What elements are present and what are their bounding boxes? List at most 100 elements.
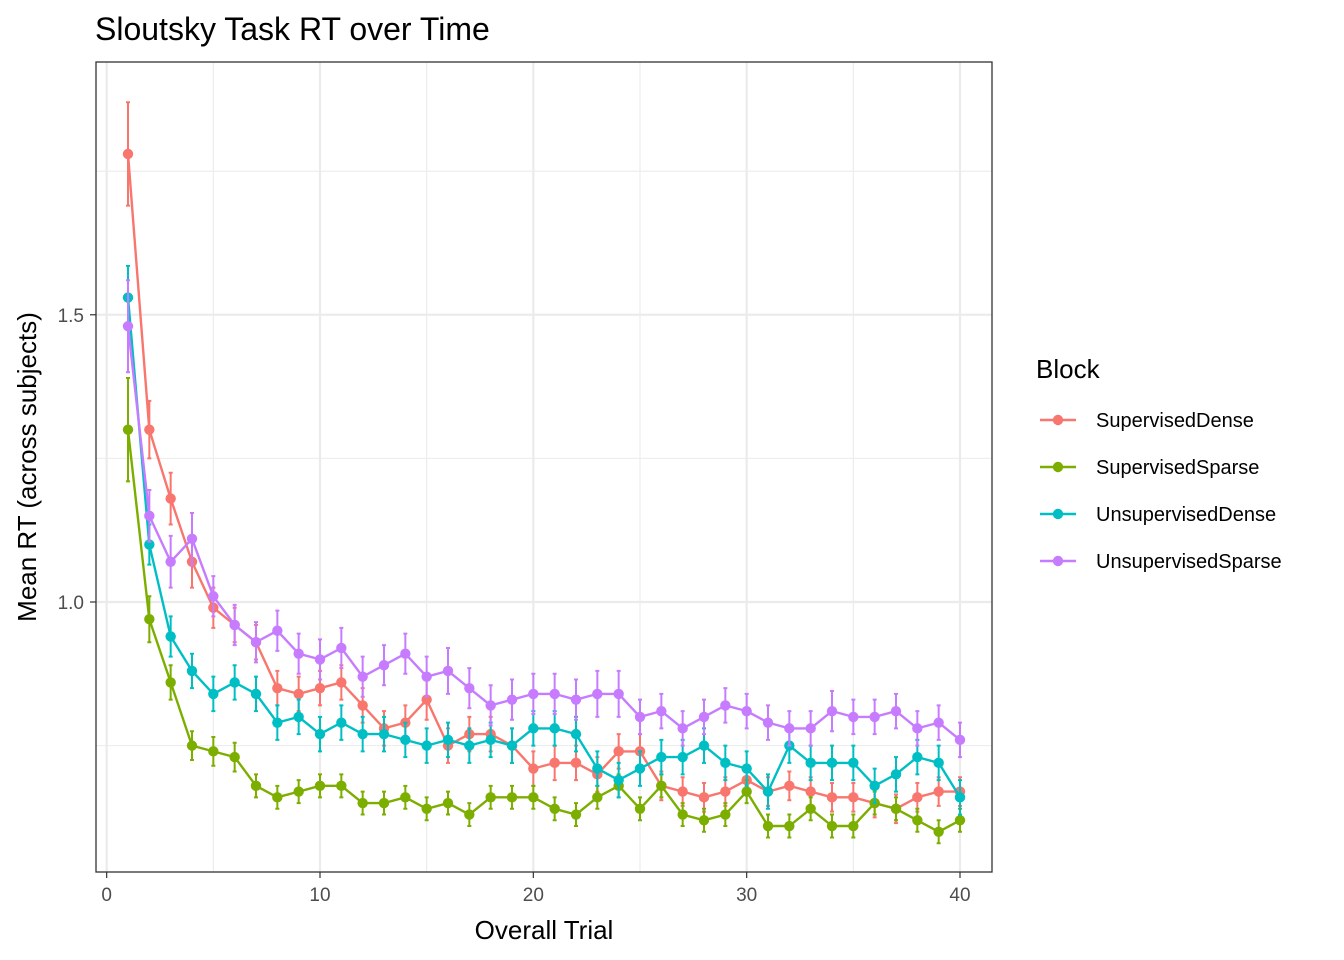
data-point <box>272 625 283 636</box>
data-point <box>954 734 966 746</box>
panel-border <box>95 61 993 873</box>
data-point <box>592 792 603 803</box>
data-point <box>848 757 859 769</box>
data-point <box>400 734 411 746</box>
data-point <box>485 700 496 711</box>
data-point <box>314 780 326 792</box>
data-point <box>592 688 603 700</box>
data-point <box>698 711 710 723</box>
data-point <box>421 740 432 751</box>
data-point <box>378 659 390 671</box>
data-point <box>506 740 518 751</box>
data-point <box>762 717 774 728</box>
data-point <box>357 671 368 682</box>
data-point <box>741 705 752 717</box>
data-point <box>357 728 368 740</box>
data-point <box>592 763 603 774</box>
series-line <box>126 153 960 810</box>
data-point <box>421 803 432 815</box>
chart-title: Sloutsky Task RT over Time <box>95 11 490 47</box>
data-point <box>144 614 155 625</box>
data-point <box>464 809 475 820</box>
legend-item: UnsupervisedSparse <box>1040 551 1282 573</box>
data-point <box>208 746 219 757</box>
data-point <box>549 757 560 769</box>
data-point <box>805 723 816 734</box>
data-point <box>570 809 582 820</box>
data-point <box>485 734 496 746</box>
legend-label: UnsupervisedSparse <box>1096 551 1282 573</box>
data-point <box>933 717 944 728</box>
data-point <box>293 688 304 700</box>
data-point <box>528 688 539 700</box>
x-axis: 0 10 20 30 40 <box>101 872 971 906</box>
data-point <box>442 797 454 809</box>
data-point <box>805 786 816 797</box>
series-UnsupervisedSparse <box>122 279 966 759</box>
data-point <box>442 734 454 746</box>
data-point <box>826 820 838 832</box>
data-point <box>677 751 688 763</box>
data-point <box>570 757 582 769</box>
data-point <box>741 763 752 774</box>
data-point <box>250 688 262 700</box>
legend-key-point <box>1052 414 1064 426</box>
series-line <box>126 429 961 833</box>
data-point <box>485 792 496 803</box>
data-point <box>464 682 475 694</box>
data-point <box>720 809 731 820</box>
x-tick-label: 40 <box>949 885 970 906</box>
data-point <box>229 619 240 631</box>
y-tick-label: 1.5 <box>58 306 84 327</box>
plot-area <box>95 61 993 873</box>
data-point <box>805 757 816 769</box>
data-point <box>186 740 198 751</box>
data-point <box>229 751 240 763</box>
data-point <box>357 797 368 809</box>
x-tick-label: 30 <box>736 885 757 906</box>
data-point <box>314 682 326 694</box>
data-point <box>165 631 176 642</box>
data-point <box>784 723 795 734</box>
data-point <box>336 677 347 688</box>
data-point <box>933 826 944 837</box>
data-point <box>165 493 176 504</box>
data-point <box>848 711 859 723</box>
data-point <box>848 820 859 832</box>
data-point <box>229 677 240 688</box>
data-point <box>144 424 155 435</box>
data-point <box>634 803 646 815</box>
data-point <box>208 591 219 602</box>
data-point <box>336 717 347 728</box>
data-point <box>336 642 347 654</box>
data-point <box>912 815 923 826</box>
data-point <box>357 700 368 711</box>
legend-key-point <box>1052 461 1064 473</box>
data-point <box>890 705 902 717</box>
data-point <box>272 682 283 694</box>
data-point <box>677 786 688 797</box>
data-point <box>549 803 560 815</box>
data-point <box>528 723 539 734</box>
legend-key-point <box>1052 508 1064 520</box>
legend-item: SupervisedDense <box>1040 410 1254 432</box>
data-point <box>421 694 432 705</box>
data-point <box>656 751 667 763</box>
data-point <box>826 757 838 769</box>
legend-item: SupervisedSparse <box>1040 457 1259 479</box>
data-point <box>570 694 582 705</box>
data-point <box>293 786 304 797</box>
data-point <box>122 424 134 435</box>
series-layer <box>122 101 966 845</box>
data-point <box>784 780 795 792</box>
grid <box>96 62 992 872</box>
data-point <box>698 792 710 803</box>
data-point <box>506 792 518 803</box>
legend: Block SupervisedDense SupervisedSparse Uns… <box>1036 354 1282 573</box>
data-point <box>570 728 582 740</box>
panel-background <box>96 62 992 872</box>
data-point <box>549 723 560 734</box>
data-point <box>826 792 838 803</box>
x-tick-label: 20 <box>523 885 544 906</box>
data-point <box>613 774 624 786</box>
